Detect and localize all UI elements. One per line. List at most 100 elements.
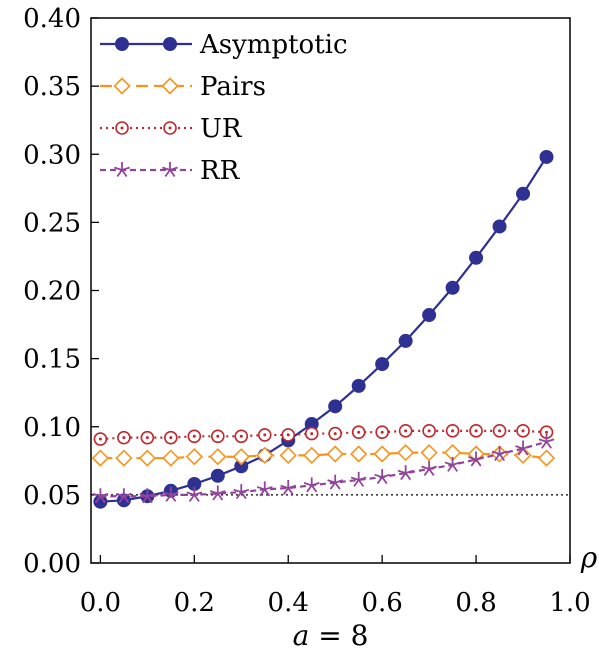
data-point — [421, 460, 438, 476]
series-pairs — [91, 444, 556, 467]
y-axis: 0.00 0.05 0.10 0.15 0.20 0.25 0.30 0.35 0.40 — [23, 4, 99, 579]
data-point — [209, 448, 227, 466]
data-point — [327, 474, 344, 490]
data-point — [186, 486, 203, 502]
data-point — [256, 446, 274, 464]
y-tick-label: 0.15 — [23, 345, 81, 375]
data-point — [91, 449, 110, 467]
data-point — [514, 446, 532, 464]
data-point-center — [521, 429, 525, 433]
data-point — [445, 280, 460, 295]
data-point — [256, 481, 273, 497]
x-tick-label: 1.0 — [549, 588, 590, 618]
data-point-center — [357, 430, 361, 434]
data-point — [162, 162, 178, 177]
x-tick-label: 0.8 — [455, 588, 496, 618]
data-point — [420, 444, 438, 462]
data-point — [398, 333, 413, 348]
x-axis-label: ρ — [580, 541, 598, 574]
series-rr — [92, 433, 555, 504]
data-point-center — [404, 429, 408, 433]
data-point — [469, 250, 484, 265]
y-tick-label: 0.05 — [23, 481, 81, 511]
y-tick-label: 0.25 — [23, 208, 81, 238]
data-point — [280, 480, 297, 496]
data-point — [373, 445, 391, 463]
data-point-center — [120, 126, 124, 130]
data-point — [303, 477, 320, 493]
legend-entry-asymptotic: Asymptotic — [100, 30, 348, 60]
y-tick-label: 0.35 — [23, 72, 81, 102]
data-point — [138, 449, 156, 467]
y-tick-label: 0.00 — [23, 549, 81, 579]
x-tick-label: 0.0 — [80, 588, 121, 618]
data-point-center — [286, 433, 290, 437]
data-point-center — [498, 429, 502, 433]
data-point — [422, 308, 437, 323]
x-tick-label: 0.6 — [361, 588, 402, 618]
series-line — [100, 440, 547, 498]
data-point — [114, 162, 130, 177]
data-point — [516, 186, 531, 201]
data-point — [444, 456, 461, 472]
data-point — [468, 451, 484, 467]
data-point — [326, 445, 344, 463]
x-tick-label: 0.4 — [268, 588, 309, 618]
data-point-center — [263, 433, 267, 437]
data-point — [537, 449, 556, 467]
data-point — [375, 357, 390, 372]
data-point — [397, 444, 415, 462]
legend-label: Asymptotic — [199, 30, 348, 60]
y-tick-label: 0.20 — [23, 277, 81, 307]
data-point — [328, 399, 343, 414]
data-point — [210, 468, 225, 483]
data-point — [492, 219, 507, 234]
data-point-center — [145, 436, 149, 440]
legend-entry-pairs: Pairs — [100, 72, 266, 102]
data-point — [92, 488, 109, 504]
data-point — [163, 37, 177, 51]
data-point — [515, 440, 531, 456]
caption-value: = 8 — [309, 619, 368, 652]
data-point-center — [192, 434, 196, 438]
data-point — [162, 486, 179, 502]
data-point — [374, 469, 391, 485]
data-point — [115, 488, 132, 504]
data-point — [232, 448, 250, 466]
data-point — [233, 484, 250, 500]
data-point-center — [474, 429, 478, 433]
legend-entry-rr: RR — [100, 156, 241, 186]
data-point-center — [98, 437, 102, 441]
data-point-center — [545, 430, 549, 434]
data-point — [162, 449, 180, 467]
data-point-center — [451, 429, 455, 433]
data-point-center — [310, 432, 314, 436]
caption-variable: a — [293, 619, 310, 652]
data-point — [139, 488, 156, 504]
y-tick-label: 0.30 — [23, 140, 81, 170]
series-layer — [91, 149, 556, 509]
legend-entry-ur: UR — [100, 114, 243, 144]
data-point — [397, 465, 414, 481]
y-tick-label: 0.10 — [23, 413, 81, 443]
data-point — [279, 446, 297, 464]
data-point — [350, 445, 368, 463]
data-point — [539, 149, 554, 164]
legend-label: UR — [200, 114, 243, 144]
data-point — [491, 445, 508, 461]
data-point — [185, 448, 203, 466]
data-point — [303, 446, 321, 464]
legend-label: Pairs — [200, 72, 266, 102]
y-tick-label: 0.40 — [23, 4, 81, 34]
data-point-center — [122, 436, 126, 440]
data-point — [113, 77, 131, 95]
data-point — [161, 77, 179, 95]
data-point — [115, 449, 133, 467]
x-tick-label: 0.2 — [174, 588, 215, 618]
data-point-center — [380, 430, 384, 434]
series-ur — [93, 424, 554, 446]
data-point — [209, 485, 226, 501]
data-point — [350, 471, 367, 487]
chart-caption: a = 8 — [293, 619, 369, 652]
